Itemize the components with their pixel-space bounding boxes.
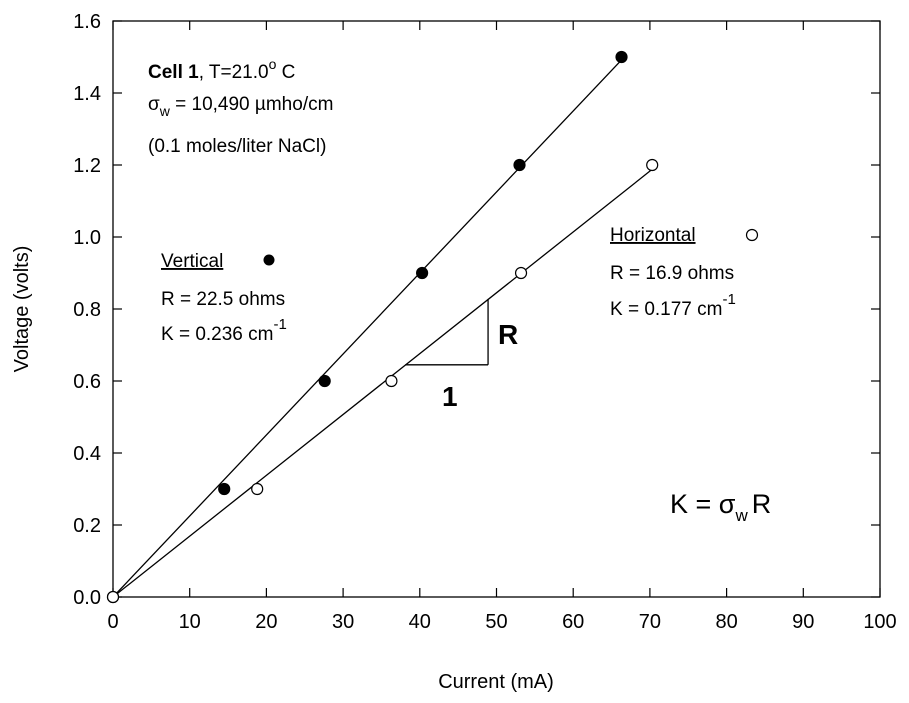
vertical-k-exponent: -1 [273, 316, 286, 333]
x-tick-label: 50 [485, 611, 507, 633]
x-tick-label: 20 [255, 611, 277, 633]
fit-line-horizontal [112, 168, 653, 598]
x-tick-label: 70 [639, 611, 661, 633]
vertical-title: Vertical [161, 251, 223, 272]
horizontal-k: K = 0.177 cm-1 [610, 291, 736, 320]
sigma-annotation: σw = 10,490 µmho/cm [148, 94, 333, 119]
y-tick-label: 1.2 [73, 155, 101, 177]
y-tick-label: 1.4 [73, 83, 101, 105]
cell-annotation: Cell 1, T=21.0o C [148, 56, 295, 83]
degree-symbol: o [269, 56, 277, 72]
slope-triangle [405, 298, 489, 366]
x-axis-label: Current (mA) [438, 671, 554, 693]
x-tick-label: 90 [792, 611, 814, 633]
fit-lines [112, 59, 653, 598]
data-point-vertical [513, 158, 526, 172]
vertical-k: K = 0.236 cm-1 [161, 316, 287, 345]
axis-ticks [112, 20, 881, 598]
data-point-horizontal [385, 374, 398, 388]
vertical-legend-marker [263, 254, 275, 266]
solution-annotation: (0.1 moles/liter NaCl) [148, 136, 326, 157]
y-tick-label: 0.2 [73, 515, 101, 537]
x-tick-label: 10 [179, 611, 201, 633]
y-tick-label: 0.0 [73, 587, 101, 609]
y-axis-label: Voltage (volts) [11, 246, 33, 373]
data-point-vertical [218, 482, 231, 496]
data-point-vertical [318, 374, 331, 388]
x-tick-label: 60 [562, 611, 584, 633]
data-point-horizontal [251, 482, 264, 496]
x-tick-label: 30 [332, 611, 354, 633]
horizontal-title: Horizontal [610, 225, 696, 246]
slope-run-label: 1 [442, 381, 458, 412]
formula-subscript: w [734, 506, 748, 525]
y-tick-label: 0.6 [73, 371, 101, 393]
formula-lhs: K = [670, 489, 719, 519]
data-point-horizontal [514, 266, 528, 280]
x-tick-labels: 0 10 20 30 40 50 60 70 80 90 100 [107, 611, 896, 633]
y-tick-label: 1.0 [73, 227, 101, 249]
data-point-horizontal [646, 158, 659, 172]
data-point-vertical [615, 50, 628, 64]
sigma-value: = 10,490 µmho/cm [170, 94, 334, 115]
cell-temperature: , T=21.0 [199, 62, 269, 83]
y-tick-label: 1.6 [73, 11, 101, 33]
slope-rise-label: R [498, 319, 518, 350]
formula: K = σw R [670, 489, 771, 525]
vertical-resistance: R = 22.5 ohms [161, 289, 285, 310]
cell-label: Cell 1 [148, 62, 199, 83]
data-points [106, 50, 659, 604]
x-tick-label: 80 [715, 611, 737, 633]
fit-line-vertical [112, 59, 622, 598]
data-point-vertical [416, 266, 429, 280]
vertical-k-text: K = 0.236 cm [161, 324, 273, 345]
sigma-subscript: w [159, 103, 171, 119]
x-tick-label: 0 [107, 611, 118, 633]
horizontal-k-exponent: -1 [722, 291, 735, 308]
horizontal-k-text: K = 0.177 cm [610, 299, 722, 320]
formula-sigma: σ [719, 489, 736, 519]
horizontal-legend-marker [745, 228, 759, 242]
y-tick-labels: 0.0 0.2 0.4 0.6 0.8 1.0 1.2 1.4 1.6 [73, 11, 101, 609]
horizontal-resistance: R = 16.9 ohms [610, 263, 734, 284]
formula-rhs: R [752, 489, 772, 519]
y-tick-label: 0.4 [73, 443, 101, 465]
data-point-horizontal [106, 590, 120, 604]
temperature-unit: C [276, 62, 295, 83]
x-tick-label: 100 [863, 611, 896, 633]
sigma-symbol: σ [148, 94, 160, 115]
x-tick-label: 40 [409, 611, 431, 633]
y-tick-label: 0.8 [73, 299, 101, 321]
